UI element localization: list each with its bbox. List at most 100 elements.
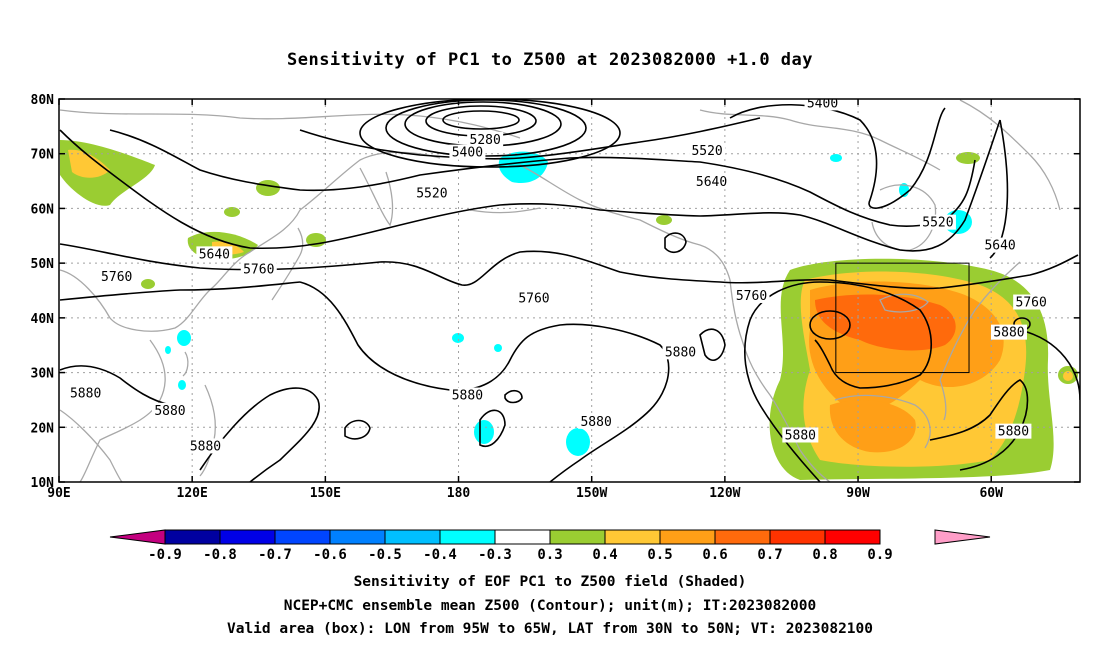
contour-5640 <box>59 119 1001 252</box>
contour-5880-pacific-cell <box>344 419 371 440</box>
contour-5280-low <box>385 99 587 157</box>
contour-5880-southwest <box>199 387 320 482</box>
negative-sensitivity-patch <box>566 428 590 456</box>
map-frame <box>58 98 1081 483</box>
colorbar-swatch <box>824 529 881 545</box>
colorbar-swatch <box>384 529 441 545</box>
contour-label: 5760 <box>1016 296 1047 311</box>
contour-label-bg <box>693 174 730 190</box>
small-sensitivity-patch <box>956 152 980 164</box>
contour-5880-center <box>809 310 851 340</box>
coastlines <box>59 99 1061 482</box>
colorbar-tick-label: 0.9 <box>867 547 892 563</box>
lon-tick-label: 150E <box>310 486 341 501</box>
colorbar-swatch <box>274 529 331 545</box>
contour-label: 5760 <box>101 270 132 285</box>
map-axes: 90E 120E 150E 180 150W 120W 90W 60W 80N 70N 60N 50N… <box>31 93 1080 501</box>
negative-sensitivity-patch <box>452 333 464 343</box>
contour-5880-baja <box>699 328 726 361</box>
contour-label-bg <box>990 324 1027 340</box>
small-sensitivity-patch <box>656 215 672 225</box>
contour-label-bg <box>449 144 486 160</box>
gulf-of-mexico-coastline <box>834 394 931 449</box>
lon-tick-label: 120W <box>709 486 740 501</box>
negative-sensitivity-patch <box>494 344 502 352</box>
east-coast-coastline <box>939 261 1021 381</box>
north-america-west-coastline <box>729 279 831 482</box>
lon-tick-label: 60W <box>979 486 1003 501</box>
small-sensitivity-patch <box>1063 371 1073 381</box>
contour-label-bg <box>919 214 956 230</box>
colorbar-tick-label: -0.8 <box>203 547 237 563</box>
colorbar-arrow-high <box>934 529 991 545</box>
contour-5880-hawaii <box>479 409 506 447</box>
contour-label: 5640 <box>199 247 230 262</box>
colorbar-tick-label: 0.8 <box>812 547 837 563</box>
contour-label: 5760 <box>243 263 274 278</box>
colorbar-swatch <box>219 529 276 545</box>
map-canvas: 5280540054005520552055205640564056405760… <box>59 99 1080 482</box>
contour-label-bg <box>689 142 726 158</box>
contour-label-bg <box>151 402 188 418</box>
contour-label: 5880 <box>154 404 185 419</box>
lat-tick-label: 60N <box>31 202 55 217</box>
lat-tick-label: 50N <box>31 257 55 272</box>
negative-sensitivity-patch <box>474 420 494 444</box>
lon-tick-label: 120E <box>177 486 208 501</box>
lat-tick-label: 30N <box>31 367 55 382</box>
colorbar-tick-label: 0.4 <box>592 547 617 563</box>
contour-label: 5520 <box>416 187 447 202</box>
contour-5400 <box>299 117 761 160</box>
contour-label: 5640 <box>696 175 727 190</box>
colorbar-tick-label: 0.6 <box>702 547 727 563</box>
contour-5880-pacific-cell <box>504 389 523 404</box>
contour-label-bg <box>449 387 486 403</box>
florida-coastline <box>939 379 947 421</box>
sensitivity-shading <box>60 140 1078 480</box>
contour-label-bg <box>67 385 104 401</box>
negative-sensitivity-patch <box>165 346 171 354</box>
contour-label-bg <box>982 237 1019 253</box>
contour-5880-central <box>299 281 670 482</box>
contour-label: 5880 <box>190 439 221 454</box>
colorbar: -0.9 -0.8 -0.7 -0.6 -0.5 -0.4 -0.3 0.3 0.4 0.5 0.6… <box>109 529 991 563</box>
contour-5880-west <box>59 365 171 406</box>
contour-label: 5520 <box>922 216 953 231</box>
contour-5520-cell <box>664 232 687 254</box>
contour-label-bg <box>187 438 224 454</box>
colorbar-swatch <box>604 529 661 545</box>
caption-shading: Sensitivity of EOF PC1 to Z500 field (Sh… <box>353 574 747 590</box>
colorbar-tick-label: -0.6 <box>313 547 347 563</box>
colorbar-tick-label: -0.3 <box>478 547 512 563</box>
contour-label: 5280 <box>470 133 501 148</box>
lat-tick-label: 10N <box>31 476 55 491</box>
siberia-coastline <box>59 109 521 139</box>
japan-coastline <box>271 227 304 301</box>
colorbar-swatch <box>439 529 496 545</box>
contour-5280-low <box>442 110 520 130</box>
contour-label-bg <box>240 261 277 277</box>
contour-label: 5880 <box>665 345 696 360</box>
contour-label: 5880 <box>785 428 816 443</box>
lat-tick-label: 70N <box>31 148 55 163</box>
contour-5520 <box>109 129 976 227</box>
china-coastline <box>79 339 166 482</box>
negative-sensitivity-patch <box>178 380 186 390</box>
z500-contours <box>59 99 1080 482</box>
contour-label: 5520 <box>691 144 722 159</box>
colorbar-swatch <box>494 529 551 545</box>
aleutians-coastline <box>469 207 541 214</box>
colorbar-tick-label: -0.7 <box>258 547 292 563</box>
colorbar-tick-label: -0.4 <box>423 547 457 563</box>
small-sensitivity-patch <box>224 207 240 217</box>
contour-label-bg <box>413 185 450 201</box>
lat-tick-label: 20N <box>31 421 55 436</box>
contour-label-bg <box>662 344 699 360</box>
contour-label-bg <box>804 99 841 111</box>
contour-label: 5640 <box>984 239 1015 254</box>
contour-label: 5880 <box>452 389 483 404</box>
contour-label-bg <box>995 423 1032 439</box>
colorbar-tick-label: 0.7 <box>757 547 782 563</box>
lon-tick-label: 150W <box>576 486 607 501</box>
